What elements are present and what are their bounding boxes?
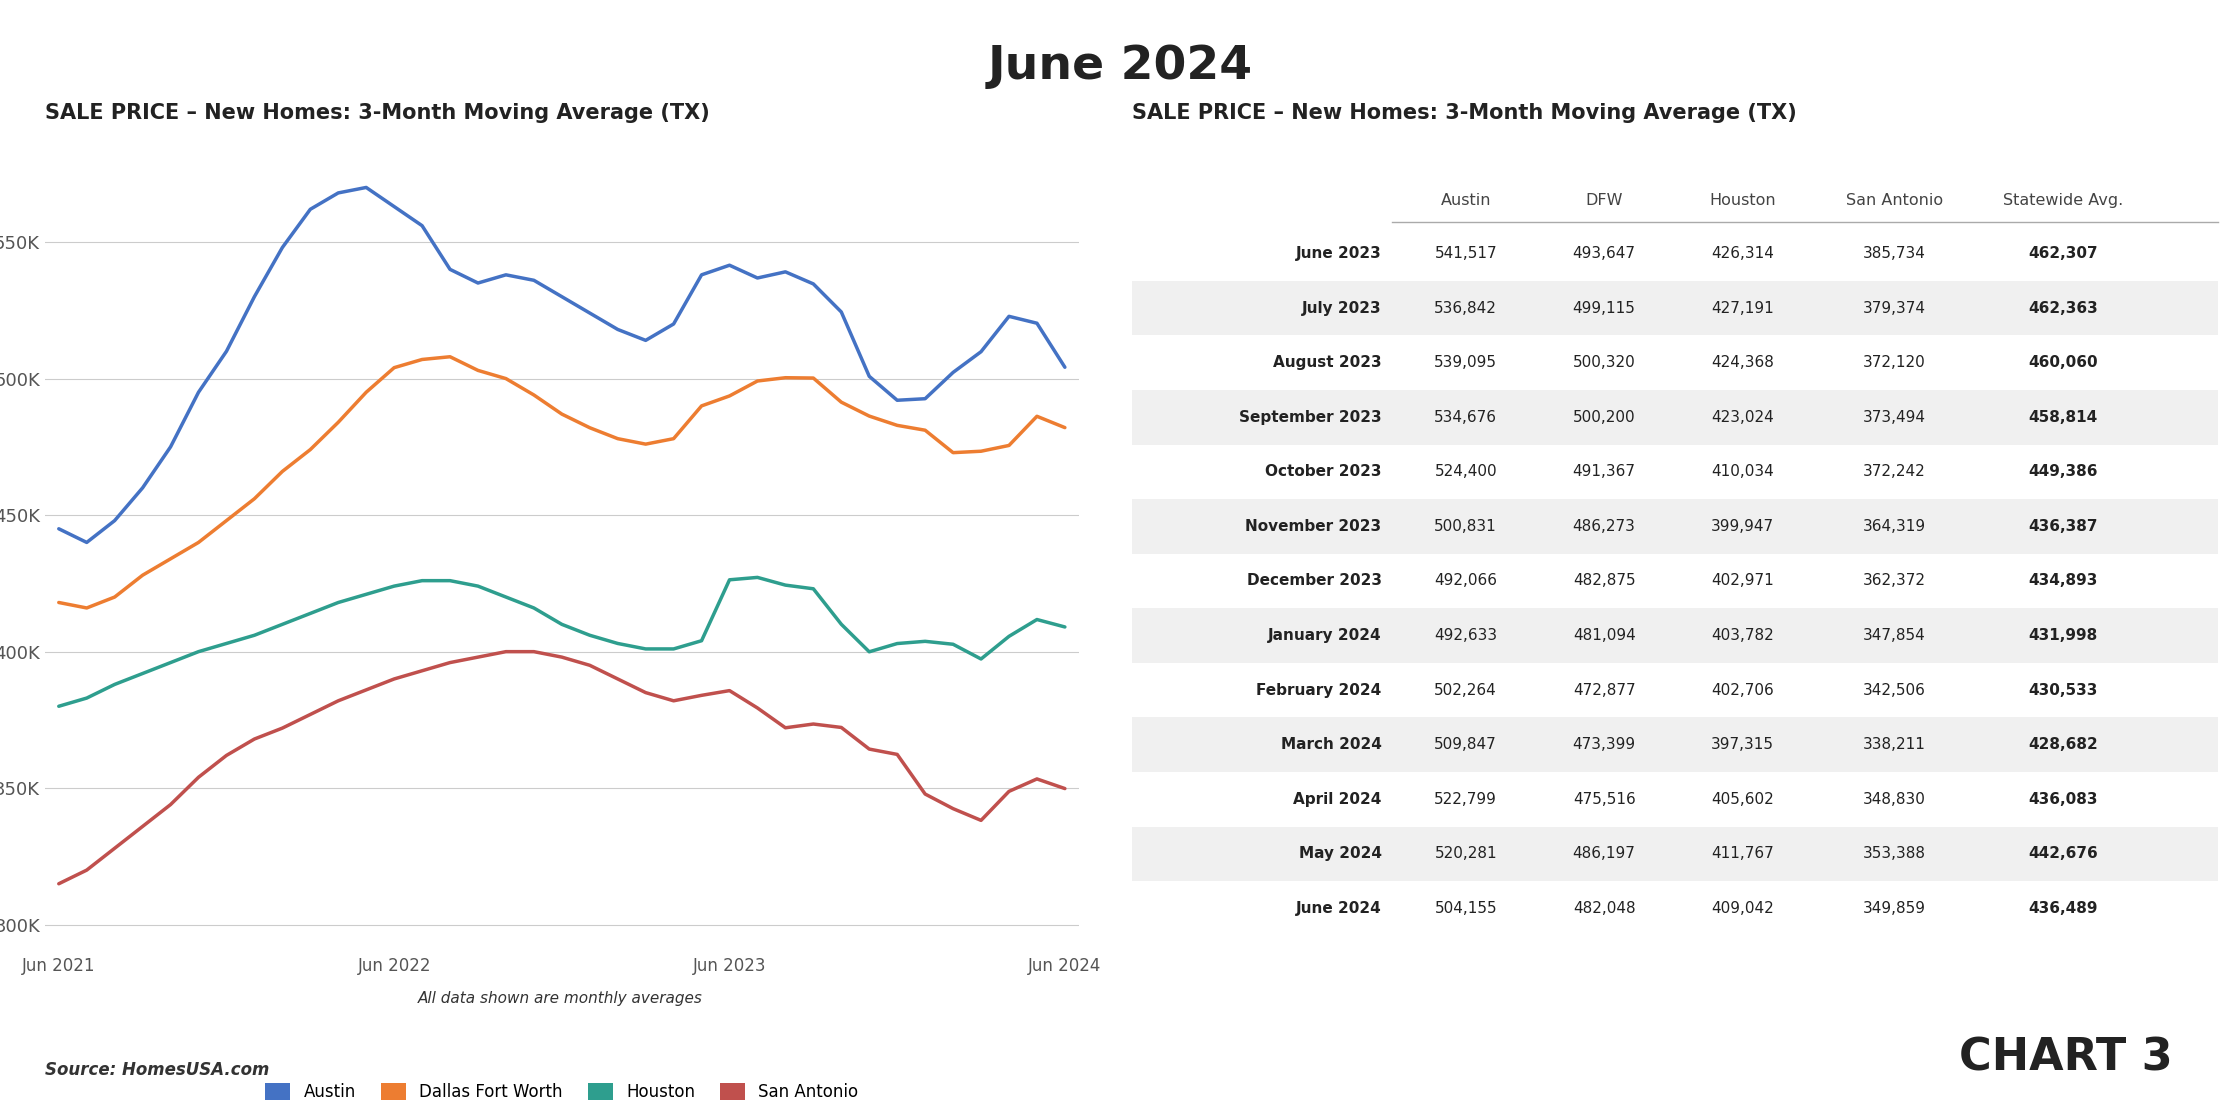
Text: 462,363: 462,363 [2027, 301, 2097, 315]
Text: August 2023: August 2023 [1272, 355, 1382, 370]
Text: June 2024: June 2024 [988, 44, 1252, 90]
Text: 442,676: 442,676 [2027, 846, 2097, 861]
Text: 492,066: 492,066 [1434, 573, 1496, 589]
Text: 434,893: 434,893 [2027, 573, 2097, 589]
Text: 475,516: 475,516 [1572, 792, 1635, 807]
Text: 373,494: 373,494 [1864, 410, 1926, 425]
Text: 472,877: 472,877 [1572, 683, 1635, 697]
Text: 426,314: 426,314 [1711, 246, 1774, 261]
Text: 502,264: 502,264 [1434, 683, 1496, 697]
Text: 500,831: 500,831 [1434, 519, 1496, 534]
Text: October 2023: October 2023 [1266, 464, 1382, 479]
Text: 362,372: 362,372 [1864, 573, 1926, 589]
Text: 405,602: 405,602 [1711, 792, 1774, 807]
Text: 482,048: 482,048 [1572, 901, 1635, 915]
Text: May 2024: May 2024 [1299, 846, 1382, 861]
Text: 372,242: 372,242 [1864, 464, 1926, 479]
Text: 481,094: 481,094 [1572, 628, 1635, 643]
Text: 423,024: 423,024 [1711, 410, 1774, 425]
Text: 364,319: 364,319 [1864, 519, 1926, 534]
FancyBboxPatch shape [1131, 390, 2218, 445]
Text: 486,273: 486,273 [1572, 519, 1635, 534]
Text: 372,120: 372,120 [1864, 355, 1926, 370]
Text: February 2024: February 2024 [1257, 683, 1382, 697]
Text: 458,814: 458,814 [2027, 410, 2097, 425]
Text: 536,842: 536,842 [1434, 301, 1496, 315]
Text: June 2023: June 2023 [1295, 246, 1382, 261]
Text: 411,767: 411,767 [1711, 846, 1774, 861]
Text: Austin: Austin [1440, 193, 1492, 208]
Text: July 2023: July 2023 [1301, 301, 1382, 315]
Text: All data shown are monthly averages: All data shown are monthly averages [417, 991, 703, 1006]
Text: 427,191: 427,191 [1711, 301, 1774, 315]
Text: 499,115: 499,115 [1572, 301, 1635, 315]
Text: San Antonio: San Antonio [1846, 193, 1942, 208]
Text: CHART 3: CHART 3 [1960, 1036, 2173, 1079]
Text: Source: HomesUSA.com: Source: HomesUSA.com [45, 1062, 269, 1079]
Text: Statewide Avg.: Statewide Avg. [2003, 193, 2124, 208]
Text: SALE PRICE – New Homes: 3-Month Moving Average (TX): SALE PRICE – New Homes: 3-Month Moving A… [45, 103, 710, 123]
Text: 462,307: 462,307 [2027, 246, 2097, 261]
Text: SALE PRICE – New Homes: 3-Month Moving Average (TX): SALE PRICE – New Homes: 3-Month Moving A… [1131, 103, 1796, 123]
FancyBboxPatch shape [1131, 827, 2218, 881]
Legend: Austin, Dallas Fort Worth, Houston, San Antonio: Austin, Dallas Fort Worth, Houston, San … [258, 1076, 865, 1107]
Text: 541,517: 541,517 [1434, 246, 1496, 261]
Text: 379,374: 379,374 [1864, 301, 1926, 315]
Text: 385,734: 385,734 [1864, 246, 1926, 261]
Text: 430,533: 430,533 [2027, 683, 2097, 697]
FancyBboxPatch shape [1131, 608, 2218, 663]
Text: 449,386: 449,386 [2027, 464, 2097, 479]
Text: 534,676: 534,676 [1434, 410, 1496, 425]
Text: 509,847: 509,847 [1434, 737, 1496, 752]
Text: 492,633: 492,633 [1434, 628, 1496, 643]
Text: 431,998: 431,998 [2027, 628, 2097, 643]
Text: 348,830: 348,830 [1864, 792, 1926, 807]
Text: April 2024: April 2024 [1292, 792, 1382, 807]
Text: 347,854: 347,854 [1864, 628, 1926, 643]
Text: 493,647: 493,647 [1572, 246, 1635, 261]
Text: 397,315: 397,315 [1711, 737, 1774, 752]
Text: 342,506: 342,506 [1864, 683, 1926, 697]
Text: 491,367: 491,367 [1572, 464, 1635, 479]
Text: 349,859: 349,859 [1864, 901, 1926, 915]
FancyBboxPatch shape [1131, 281, 2218, 335]
Text: 353,388: 353,388 [1864, 846, 1926, 861]
Text: 504,155: 504,155 [1434, 901, 1496, 915]
Text: 460,060: 460,060 [2027, 355, 2097, 370]
Text: 500,200: 500,200 [1572, 410, 1635, 425]
Text: November 2023: November 2023 [1245, 519, 1382, 534]
Text: 436,489: 436,489 [2027, 901, 2097, 915]
Text: 436,387: 436,387 [2027, 519, 2097, 534]
Text: January 2024: January 2024 [1268, 628, 1382, 643]
Text: December 2023: December 2023 [1248, 573, 1382, 589]
Text: 482,875: 482,875 [1572, 573, 1635, 589]
FancyBboxPatch shape [1131, 717, 2218, 772]
Text: June 2024: June 2024 [1295, 901, 1382, 915]
Text: 399,947: 399,947 [1711, 519, 1774, 534]
Text: 403,782: 403,782 [1711, 628, 1774, 643]
Text: 500,320: 500,320 [1572, 355, 1635, 370]
Text: 428,682: 428,682 [2027, 737, 2097, 752]
Text: September 2023: September 2023 [1239, 410, 1382, 425]
Text: 539,095: 539,095 [1434, 355, 1496, 370]
Text: 409,042: 409,042 [1711, 901, 1774, 915]
Text: 402,706: 402,706 [1711, 683, 1774, 697]
Text: 402,971: 402,971 [1711, 573, 1774, 589]
Text: 424,368: 424,368 [1711, 355, 1774, 370]
Text: 436,083: 436,083 [2027, 792, 2097, 807]
Text: 524,400: 524,400 [1434, 464, 1496, 479]
FancyBboxPatch shape [1131, 499, 2218, 554]
Text: 410,034: 410,034 [1711, 464, 1774, 479]
Text: DFW: DFW [1586, 193, 1624, 208]
Text: Houston: Houston [1709, 193, 1776, 208]
Text: 473,399: 473,399 [1572, 737, 1635, 752]
Text: 522,799: 522,799 [1434, 792, 1496, 807]
Text: March 2024: March 2024 [1281, 737, 1382, 752]
Text: 486,197: 486,197 [1572, 846, 1635, 861]
Text: 520,281: 520,281 [1434, 846, 1496, 861]
Text: 338,211: 338,211 [1864, 737, 1926, 752]
